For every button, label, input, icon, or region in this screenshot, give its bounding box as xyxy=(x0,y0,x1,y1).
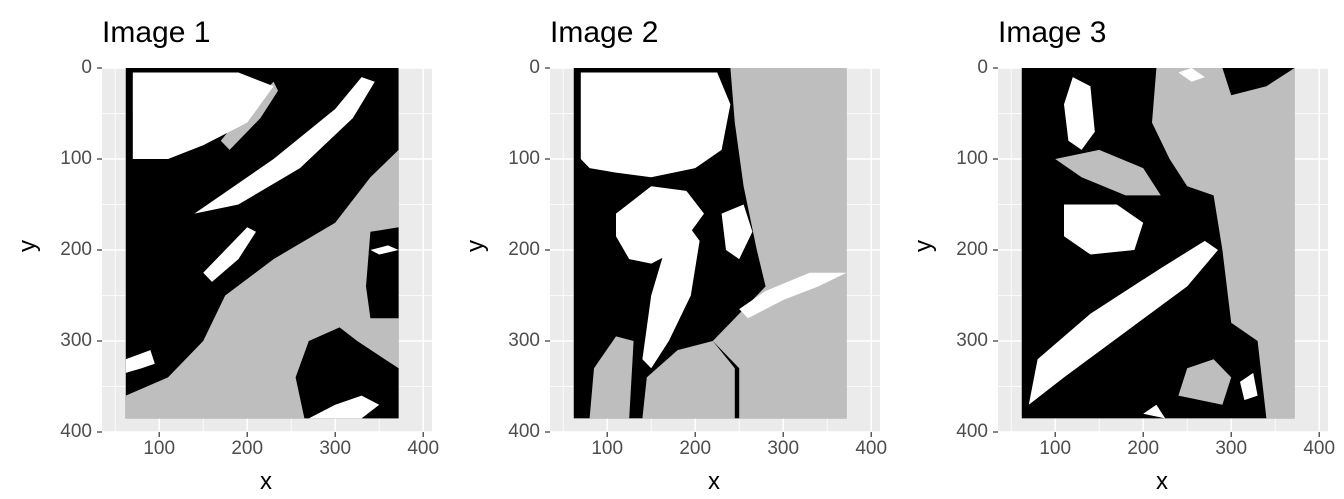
chart-panel-2: Image 2 y x 0 100 200 300 400 100 200 300 400 xyxy=(448,0,896,499)
raster-region-gray xyxy=(712,68,847,419)
x-tick-label: 400 xyxy=(1303,438,1336,459)
raster-region-black xyxy=(295,327,399,419)
y-axis-label: y xyxy=(910,240,937,252)
y-tick-label: 300 xyxy=(508,330,540,351)
raster-region-white xyxy=(194,77,375,214)
raster-region-white xyxy=(125,350,155,373)
plot-area xyxy=(545,67,880,437)
raster-region-white xyxy=(132,72,274,159)
y-tick-label: 0 xyxy=(529,57,540,78)
raster-region-white xyxy=(1028,240,1218,405)
x-tick-label: 400 xyxy=(855,438,888,459)
chart-panel-1: Image 1 y x 0 100 200 300 400 100 200 300 400 xyxy=(0,0,448,499)
y-tick-label: 300 xyxy=(956,330,988,351)
x-axis-label: x xyxy=(1156,468,1168,495)
raster-region-white xyxy=(1178,68,1205,82)
y-axis-label: y xyxy=(462,240,489,252)
y-tick-label: 400 xyxy=(60,421,92,442)
x-tick-label: 200 xyxy=(1127,438,1160,459)
y-tick-label: 0 xyxy=(977,57,988,78)
y-tick-label: 400 xyxy=(508,421,540,442)
chart-panel-3: Image 3 y x 0 100 200 300 400 100 200 300 400 xyxy=(896,0,1344,499)
plot-area xyxy=(993,67,1328,437)
raster-region-white xyxy=(203,227,256,282)
chart-title: Image 2 xyxy=(550,16,659,49)
raster-region-white xyxy=(721,204,753,260)
y-tick-label: 0 xyxy=(81,57,92,78)
x-tick-label: 300 xyxy=(319,438,352,459)
y-tick-label: 400 xyxy=(956,421,988,442)
x-tick-label: 300 xyxy=(1215,438,1248,459)
x-tick-label: 200 xyxy=(231,438,264,459)
chart-title: Image 3 xyxy=(998,16,1107,49)
x-tick-label: 100 xyxy=(143,438,176,459)
x-tick-label: 300 xyxy=(767,438,800,459)
y-tick-label: 300 xyxy=(60,330,92,351)
x-axis-label: x xyxy=(260,468,272,495)
y-tick-label: 200 xyxy=(60,239,92,260)
chart-title: Image 1 xyxy=(102,16,211,49)
raster-region-gray xyxy=(1055,149,1161,196)
raster-region-white xyxy=(642,222,700,369)
x-axis-label: x xyxy=(708,468,720,495)
raster-region-gray xyxy=(642,341,735,419)
x-tick-label: 200 xyxy=(679,438,712,459)
x-tick-label: 100 xyxy=(591,438,624,459)
raster-region-gray xyxy=(589,336,634,419)
raster-region-white xyxy=(1143,404,1166,419)
y-tick-label: 100 xyxy=(508,148,540,169)
raster-region-white xyxy=(1064,204,1144,255)
raster-region-gray xyxy=(1178,359,1232,405)
raster-region-white xyxy=(370,245,399,255)
raster-region-gray xyxy=(800,113,847,150)
raster-region-black xyxy=(366,227,399,319)
raster-region-gray xyxy=(1152,68,1295,419)
x-tick-label: 400 xyxy=(407,438,440,459)
x-tick-label: 100 xyxy=(1039,438,1072,459)
y-tick-label: 200 xyxy=(508,239,540,260)
y-tick-label: 100 xyxy=(956,148,988,169)
raster-region-white xyxy=(1240,372,1258,401)
y-tick-label: 200 xyxy=(956,239,988,260)
y-axis-label: y xyxy=(14,240,41,252)
raster-region-white xyxy=(616,186,704,264)
raster-region-white xyxy=(308,395,380,419)
raster-region-white xyxy=(580,72,731,178)
raster-region-white xyxy=(739,272,847,319)
raster-region-white xyxy=(1064,77,1095,150)
y-tick-label: 100 xyxy=(60,148,92,169)
plot-area xyxy=(97,67,432,437)
